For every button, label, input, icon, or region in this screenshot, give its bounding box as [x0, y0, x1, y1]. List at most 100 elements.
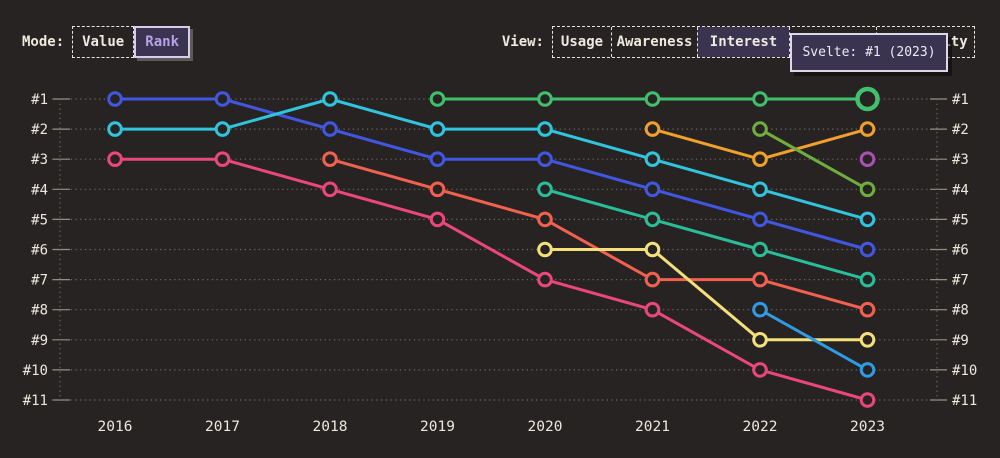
data-point-pink-2019[interactable] [429, 211, 446, 228]
data-point-blue-2020[interactable] [537, 151, 553, 167]
data-point-teal-2020[interactable] [537, 181, 553, 198]
data-point-cyan-2020[interactable] [537, 121, 553, 137]
data-point-blue-2017[interactable] [214, 91, 231, 107]
rank-label-left: #2 [31, 122, 48, 138]
data-point-cyan-2017[interactable] [214, 121, 231, 137]
view-option-awareness[interactable]: Awareness [611, 27, 697, 57]
rank-label-right: #7 [952, 273, 969, 289]
rank-label-left: #7 [31, 273, 48, 289]
series-line-teal [543, 187, 869, 282]
data-point-salmon-2020[interactable] [537, 211, 553, 228]
data-point-pink-2018[interactable] [322, 181, 338, 198]
mode-control: Mode: Value Rank [22, 26, 191, 58]
year-label-2021: 2021 [635, 419, 670, 435]
rank-label-right: #9 [952, 333, 969, 349]
rank-label-left: #11 [23, 393, 48, 409]
series-line-olive [758, 127, 869, 191]
data-point-cyan-2021[interactable] [644, 151, 661, 167]
mode-toggle: Value Rank [72, 26, 191, 58]
data-point-salmon-2018[interactable] [322, 151, 338, 167]
data-point-cyan-2022[interactable] [752, 181, 768, 198]
data-point-yellow-2020[interactable] [537, 241, 553, 258]
rank-label-right: #10 [952, 363, 977, 379]
data-point-salmon-2021[interactable] [644, 271, 661, 288]
data-point-yellow-2021[interactable] [644, 241, 661, 258]
rank-label-left: #6 [31, 243, 48, 259]
series-line-pink [113, 157, 869, 402]
data-point-Svelte-2021[interactable] [644, 91, 661, 107]
data-point-salmon-2023[interactable] [859, 301, 876, 318]
data-point-pink-2023[interactable] [859, 392, 876, 408]
data-point-pink-2020[interactable] [537, 271, 553, 288]
data-point-blue-2018[interactable] [322, 121, 338, 137]
year-label-2023: 2023 [850, 419, 885, 435]
data-point-pink-2016[interactable] [107, 151, 123, 167]
data-point-sky-2022[interactable] [752, 301, 768, 318]
data-point-salmon-2022[interactable] [752, 271, 768, 288]
data-point-blue-2022[interactable] [752, 211, 768, 228]
rank-label-left: #4 [31, 182, 48, 198]
year-label-2018: 2018 [313, 419, 348, 435]
data-point-yellow-2022[interactable] [752, 332, 768, 348]
rank-label-right: #8 [952, 303, 969, 319]
data-point-salmon-2019[interactable] [429, 181, 446, 198]
data-point-purple-2023[interactable] [859, 151, 876, 167]
rank-label-left: #1 [31, 92, 48, 108]
data-point-teal-2022[interactable] [752, 241, 768, 258]
rank-label-right: #11 [952, 393, 977, 409]
data-point-teal-2023[interactable] [859, 271, 876, 288]
data-point-cyan-2023[interactable] [859, 211, 876, 228]
data-point-Svelte-2022[interactable] [752, 91, 768, 107]
year-label-2016: 2016 [98, 419, 133, 435]
rank-label-left: #8 [31, 303, 48, 319]
data-point-Svelte-2020[interactable] [537, 91, 553, 107]
rank-label-right: #1 [952, 92, 969, 108]
series-line-sky [758, 308, 869, 372]
data-point-orange-2021[interactable] [644, 121, 661, 137]
mode-option-value[interactable]: Value [72, 26, 135, 58]
data-point-cyan-2019[interactable] [429, 121, 446, 137]
data-point-pink-2022[interactable] [752, 362, 768, 378]
data-point-sky-2023[interactable] [859, 362, 876, 378]
data-point-blue-2023[interactable] [859, 241, 876, 258]
mode-option-rank[interactable]: Rank [134, 26, 191, 58]
year-label-2019: 2019 [420, 419, 455, 435]
rank-label-right: #2 [952, 122, 969, 138]
rank-label-right: #3 [952, 152, 969, 168]
data-point-Svelte-2019[interactable] [429, 91, 446, 107]
view-option-usage[interactable]: Usage [553, 27, 611, 57]
data-point-pink-2021[interactable] [644, 301, 661, 318]
series-line-blue [113, 97, 869, 251]
rank-label-left: #10 [23, 363, 48, 379]
view-option-interest[interactable]: Interest [697, 27, 789, 57]
data-point-cyan-2018[interactable] [322, 91, 338, 107]
highlighted-point-Svelte-2023[interactable] [855, 86, 880, 112]
rank-label-left: #5 [31, 212, 48, 228]
data-point-orange-2023[interactable] [859, 121, 876, 137]
series-line-salmon [328, 157, 869, 312]
data-point-blue-2021[interactable] [644, 181, 661, 198]
tooltip-text: Svelte: #1 (2023) [802, 45, 936, 60]
year-label-2020: 2020 [528, 419, 563, 435]
data-point-cyan-2016[interactable] [107, 121, 123, 137]
data-point-olive-2023[interactable] [859, 181, 876, 198]
data-point-blue-2016[interactable] [107, 91, 123, 107]
series-line-cyan [113, 97, 869, 221]
chart-tooltip: Svelte: #1 (2023) [790, 33, 948, 72]
data-point-orange-2022[interactable] [752, 151, 768, 167]
data-point-yellow-2023[interactable] [859, 332, 876, 348]
year-label-2017: 2017 [205, 419, 240, 435]
rank-label-left: #3 [31, 152, 48, 168]
rank-label-right: #6 [952, 243, 969, 259]
data-point-blue-2019[interactable] [429, 151, 446, 167]
rank-label-right: #5 [952, 212, 969, 228]
data-point-teal-2021[interactable] [644, 211, 661, 228]
data-point-pink-2017[interactable] [214, 151, 231, 167]
rank-label-left: #9 [31, 333, 48, 349]
mode-label: Mode: [22, 34, 65, 50]
data-point-olive-2022[interactable] [752, 121, 768, 137]
rank-label-right: #4 [952, 182, 969, 198]
year-label-2022: 2022 [743, 419, 778, 435]
